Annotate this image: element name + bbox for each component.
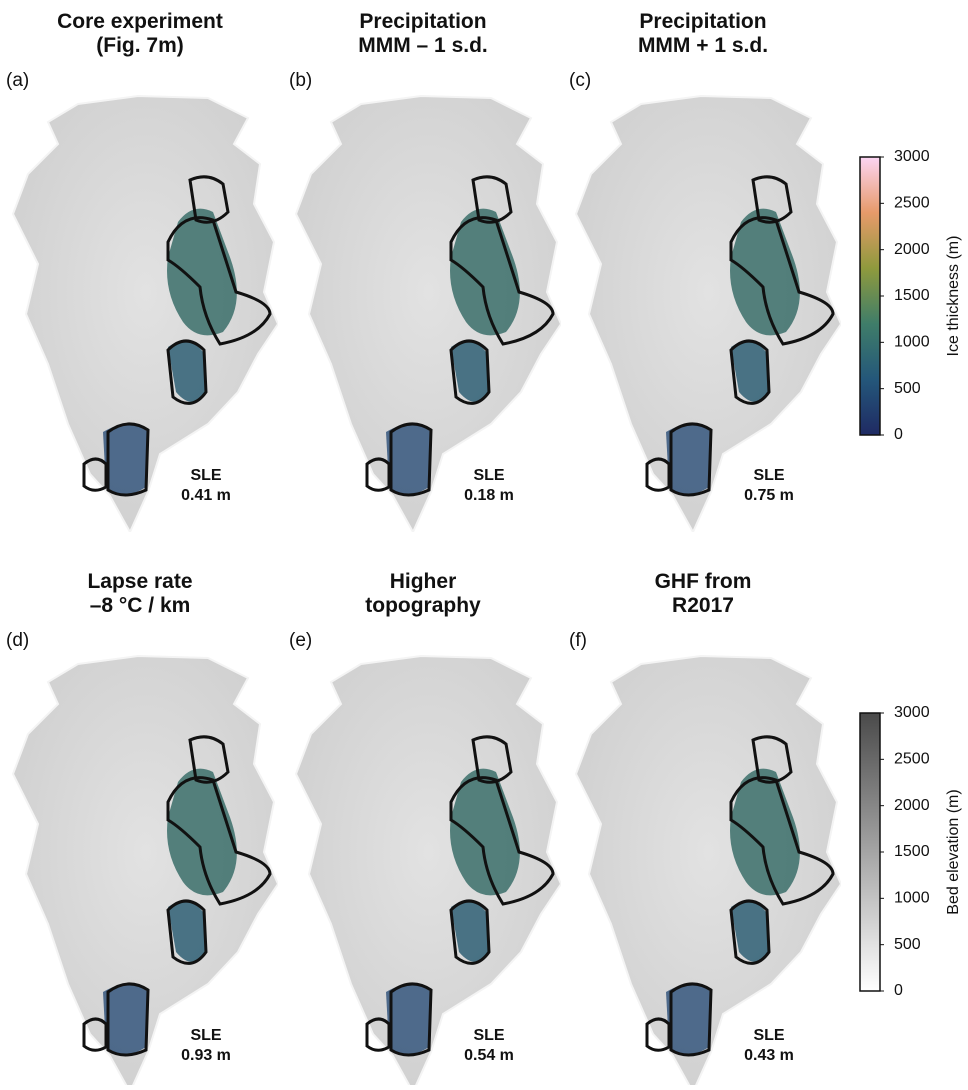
panel-title: (Fig. 7m) [96,34,184,57]
panel-title: Core experiment [57,10,223,33]
sle-value: 0.43 m [744,1047,794,1064]
map [11,654,278,1090]
sle-value: 0.54 m [464,1047,514,1064]
map [574,654,841,1090]
tick-label: 1000 [894,334,930,351]
sle-value: 0.93 m [181,1047,231,1064]
sle-label: SLE [753,467,784,484]
panel-title: MMM + 1 s.d. [638,34,768,57]
panel-title: Precipitation [639,10,766,33]
sle-label: SLE [190,1027,221,1044]
panel-title: topography [365,594,481,617]
tick-label: 2000 [894,797,930,814]
panel-label: (e) [289,630,312,651]
panel-label: (c) [569,70,591,91]
colorbar-label: Ice thickness (m) [945,236,962,357]
map [574,94,841,532]
sle-label: SLE [190,467,221,484]
tick-label: 1500 [894,843,930,860]
sle-label: SLE [473,1027,504,1044]
panel: Core experiment(Fig. 7m) (a) SLE 0.41 m [6,10,278,532]
sle-label: SLE [473,467,504,484]
tick-label: 1500 [894,287,930,304]
panel-title: –8 °C / km [90,594,191,617]
panel-title: Precipitation [359,10,486,33]
panel-title: Higher [390,570,457,593]
colorbar [859,156,881,436]
sle-value: 0.18 m [464,487,514,504]
tick-label: 1000 [894,890,930,907]
panel-label: (b) [289,70,312,91]
tick-label: 3000 [894,704,930,721]
panel-label: (a) [6,70,29,91]
panel: Lapse rate–8 °C / km (d) SLE 0.93 m [6,570,278,1090]
tick-label: 3000 [894,148,930,165]
map [294,94,561,532]
panel-title: MMM – 1 s.d. [358,34,488,57]
map [11,94,278,532]
tick-label: 0 [894,982,903,999]
tick-label: 0 [894,426,903,443]
sle-value: 0.41 m [181,487,231,504]
sle-label: SLE [753,1027,784,1044]
sle-value: 0.75 m [744,487,794,504]
panel-label: (d) [6,630,29,651]
map [294,654,561,1090]
colorbar-label: Bed elevation (m) [945,789,962,914]
panel-title: R2017 [672,594,734,617]
tick-label: 500 [894,936,921,953]
tick-label: 2500 [894,195,930,212]
panel-title: Lapse rate [87,570,192,593]
panel-label: (f) [569,630,587,651]
colorbar [859,712,881,992]
tick-label: 2500 [894,751,930,768]
panel-title: GHF from [655,570,752,593]
tick-label: 500 [894,380,921,397]
tick-label: 2000 [894,241,930,258]
